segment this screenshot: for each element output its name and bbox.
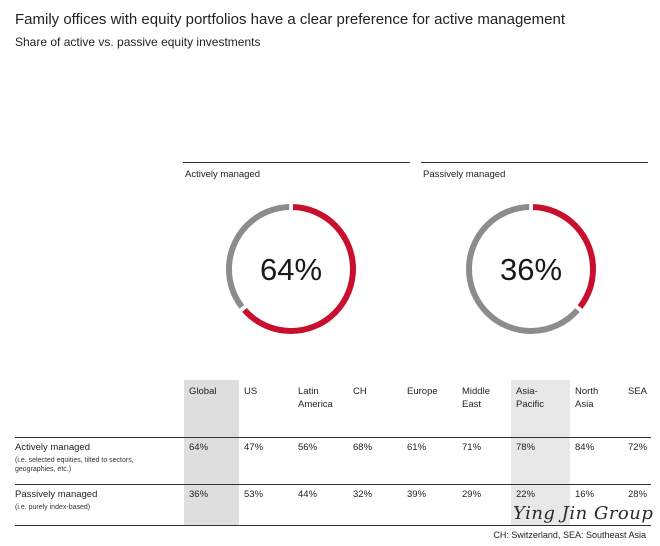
donut-passive-center-label: 36%: [500, 252, 562, 287]
footnote: CH: Switzerland, SEA: Southeast Asia: [493, 530, 646, 540]
table-cell: 68%: [353, 442, 373, 453]
table-cell: 71%: [462, 442, 482, 453]
table-cell: 53%: [244, 489, 264, 500]
donut-passive-rule: [421, 162, 648, 163]
column-header-line: SEA: [628, 386, 648, 397]
column-header-line: Asia-: [516, 386, 538, 397]
chart-title: Family offices with equity portfolios ha…: [15, 11, 565, 28]
table-cell: 36%: [189, 489, 209, 500]
watermark-signature: Ying Jin Group: [513, 503, 654, 524]
column-header-line: Pacific: [516, 399, 544, 410]
row-note: (i.e. purely index-based): [15, 504, 91, 511]
donut-active: Actively managed 64%: [183, 162, 410, 342]
donut-active-title: Actively managed: [185, 169, 260, 180]
row-label: Passively managed: [15, 489, 98, 500]
table-cell: 39%: [407, 489, 427, 500]
table-cell: 78%: [516, 442, 536, 453]
table-cell: 56%: [298, 442, 318, 453]
donut-passive-title: Passively managed: [423, 169, 506, 180]
table-cell: 47%: [244, 442, 264, 453]
column-header-line: East: [462, 399, 482, 410]
row-divider: [15, 437, 651, 438]
asia-pacific-column-shade: [511, 380, 570, 525]
global-column-shade: [184, 380, 239, 525]
column-header-line: Asia: [575, 399, 594, 410]
table-bottom-rule: [15, 525, 651, 526]
donut-passive-slice-actively-managed: [466, 204, 596, 334]
table-cell: 44%: [298, 489, 318, 500]
table-cell: 28%: [628, 489, 648, 500]
donut-passive: Passively managed 36%: [421, 162, 648, 342]
row-note: (i.e. selected equities, tilted to secto…: [15, 457, 134, 473]
table-cell: 29%: [462, 489, 482, 500]
column-header-line: US: [244, 386, 258, 397]
column-header-global: Global: [189, 385, 216, 398]
column-header-line: Latin: [298, 386, 319, 397]
column-header-us: US: [244, 385, 257, 398]
row-label: Actively managed: [15, 442, 90, 453]
column-header-ch: CH: [353, 385, 367, 398]
chart-subtitle: Share of active vs. passive equity inves…: [15, 35, 261, 49]
column-header-line: CH: [353, 386, 367, 397]
donut-active-rule: [183, 162, 410, 163]
column-header-line: Middle: [462, 386, 490, 397]
table-cell: 22%: [516, 489, 536, 500]
table-cell: 84%: [575, 442, 595, 453]
column-header-asia-pacific: Asia- Pacific: [516, 385, 544, 411]
column-header-line: Europe: [407, 386, 438, 397]
donut-passive-chart: 36%: [466, 204, 596, 334]
table-cell: 64%: [189, 442, 209, 453]
column-header-sea: SEA: [628, 385, 647, 398]
column-header-middle-east: Middle East: [462, 385, 490, 411]
column-header-line: North: [575, 386, 599, 397]
donut-active-center-label: 64%: [260, 252, 322, 287]
donut-active-slice-passively-managed: [226, 204, 356, 334]
donut-active-slice-actively-managed: [226, 204, 356, 334]
column-header-europe: Europe: [407, 385, 438, 398]
column-header-latin-america: Latin America: [298, 385, 333, 411]
row-divider: [15, 484, 651, 485]
table-cell: 72%: [628, 442, 648, 453]
donut-passive-slice-passively-managed: [466, 204, 596, 334]
table-cell: 32%: [353, 489, 373, 500]
table-cell: 16%: [575, 489, 595, 500]
column-header-north-asia: North Asia: [575, 385, 598, 411]
column-header-line: Global: [189, 386, 217, 397]
column-header-line: America: [298, 399, 333, 410]
donut-active-chart: 64%: [226, 204, 356, 334]
table-cell: 61%: [407, 442, 427, 453]
